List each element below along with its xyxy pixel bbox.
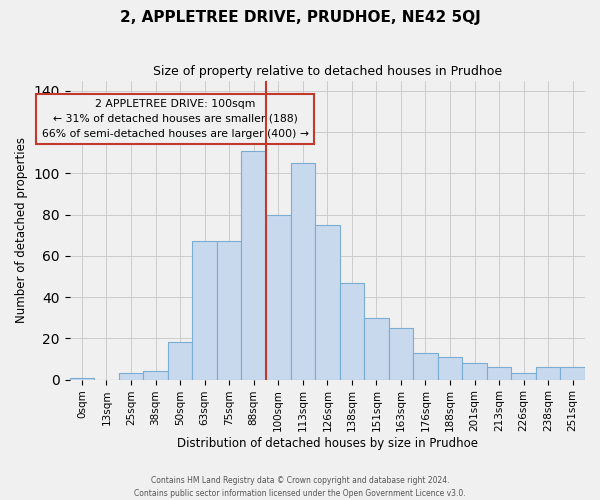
- Bar: [119, 374, 143, 380]
- Bar: [340, 282, 364, 380]
- Y-axis label: Number of detached properties: Number of detached properties: [15, 137, 28, 323]
- Bar: [143, 372, 168, 380]
- Bar: [438, 357, 462, 380]
- Text: Contains HM Land Registry data © Crown copyright and database right 2024.
Contai: Contains HM Land Registry data © Crown c…: [134, 476, 466, 498]
- Bar: [560, 367, 585, 380]
- Bar: [290, 163, 315, 380]
- Bar: [266, 214, 290, 380]
- Bar: [413, 353, 438, 380]
- Text: 2, APPLETREE DRIVE, PRUDHOE, NE42 5QJ: 2, APPLETREE DRIVE, PRUDHOE, NE42 5QJ: [119, 10, 481, 25]
- Bar: [462, 363, 487, 380]
- Bar: [364, 318, 389, 380]
- X-axis label: Distribution of detached houses by size in Prudhoe: Distribution of detached houses by size …: [177, 437, 478, 450]
- Bar: [70, 378, 94, 380]
- Bar: [241, 150, 266, 380]
- Bar: [511, 374, 536, 380]
- Bar: [487, 367, 511, 380]
- Title: Size of property relative to detached houses in Prudhoe: Size of property relative to detached ho…: [153, 65, 502, 78]
- Bar: [217, 242, 241, 380]
- Bar: [536, 367, 560, 380]
- Text: 2 APPLETREE DRIVE: 100sqm
← 31% of detached houses are smaller (188)
66% of semi: 2 APPLETREE DRIVE: 100sqm ← 31% of detac…: [41, 99, 308, 138]
- Bar: [389, 328, 413, 380]
- Bar: [315, 225, 340, 380]
- Bar: [193, 242, 217, 380]
- Bar: [168, 342, 193, 380]
